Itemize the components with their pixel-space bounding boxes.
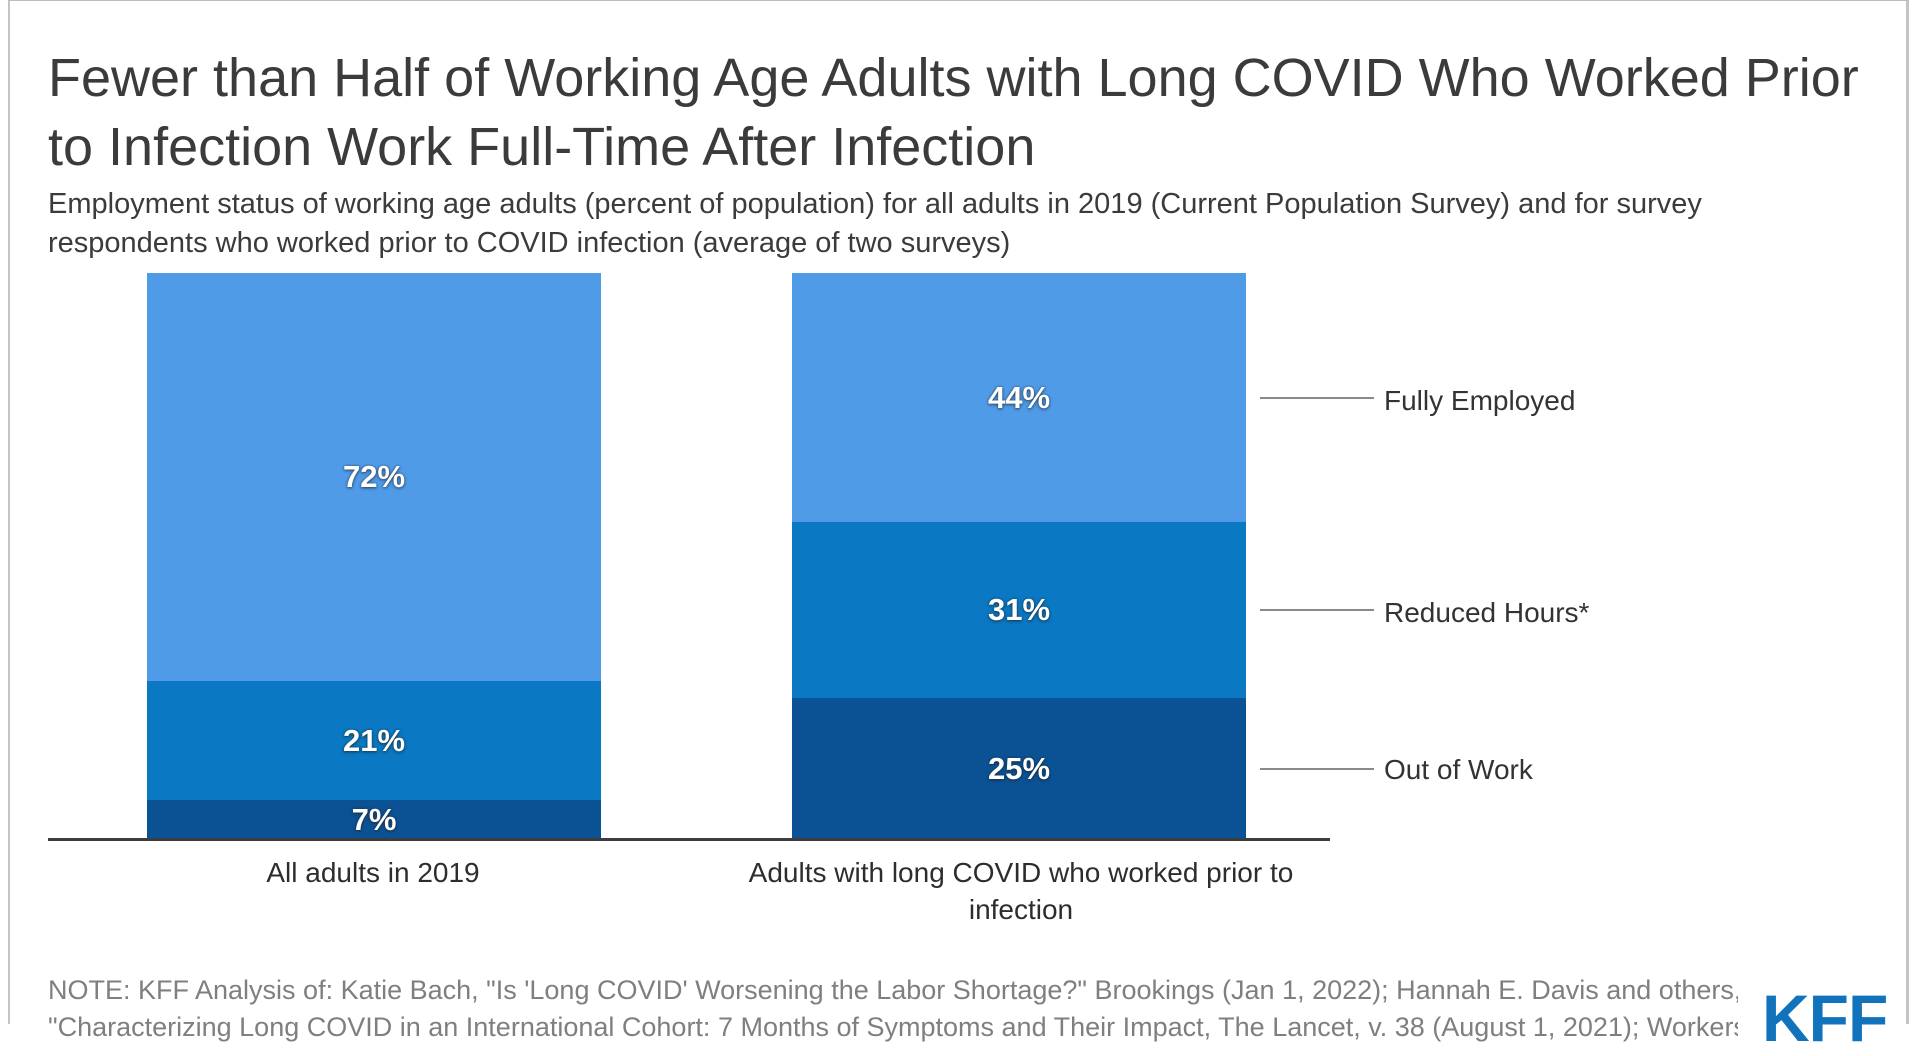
bar-segment-value-label: 31% <box>987 592 1051 628</box>
source-note-line-2: "Characterizing Long COVID in an Interna… <box>48 1012 1738 1042</box>
bar-segment-fully-employed: 44% <box>792 273 1246 523</box>
stacked-bar-long-covid-adults: 44% 31% 25% <box>792 273 1246 840</box>
legend-label-out-of-work: Out of Work <box>1384 754 1533 785</box>
bar-segment-value-label: 72% <box>342 459 406 495</box>
bar-segment-value-label: 44% <box>987 379 1051 415</box>
bar-segment-value-label: 7% <box>351 802 397 838</box>
chart-title: Fewer than Half of Working Age Adults wi… <box>48 48 1859 178</box>
bar-segment-value-label: 25% <box>987 751 1051 787</box>
kff-logo: KFF <box>1762 981 1888 1055</box>
legend-leader-line <box>1260 768 1374 770</box>
x-axis-category-label: All adults in 2019 <box>266 857 480 888</box>
bar-segment-fully-employed: 72% <box>147 273 601 682</box>
bar-segment-reduced-hours: 31% <box>792 522 1246 699</box>
legend-label-reduced-hours: Reduced Hours* <box>1384 597 1590 628</box>
bar-segment-value-label: 21% <box>342 722 406 758</box>
bar-segment-out-of-work: 7% <box>147 800 601 840</box>
source-note-line-1: NOTE: KFF Analysis of: Katie Bach, "Is '… <box>48 975 1738 1005</box>
x-axis-category-label: Adults with long COVID who worked prior … <box>748 857 1294 925</box>
stacked-bar-all-adults-2019: 72% 21% 7% <box>147 273 601 840</box>
bar-segment-out-of-work: 25% <box>792 698 1246 840</box>
legend-label-fully-employed: Fully Employed <box>1384 385 1576 416</box>
legend-leader-line <box>1260 609 1374 611</box>
card-border-left <box>8 0 10 1024</box>
card-border-right <box>1906 0 1909 1024</box>
bar-segment-reduced-hours: 21% <box>147 681 601 801</box>
card-border-top <box>8 0 1909 1</box>
x-axis-line <box>48 838 1330 841</box>
legend-leader-line <box>1260 397 1374 399</box>
chart-subtitle: Employment status of working age adults … <box>48 188 1702 259</box>
